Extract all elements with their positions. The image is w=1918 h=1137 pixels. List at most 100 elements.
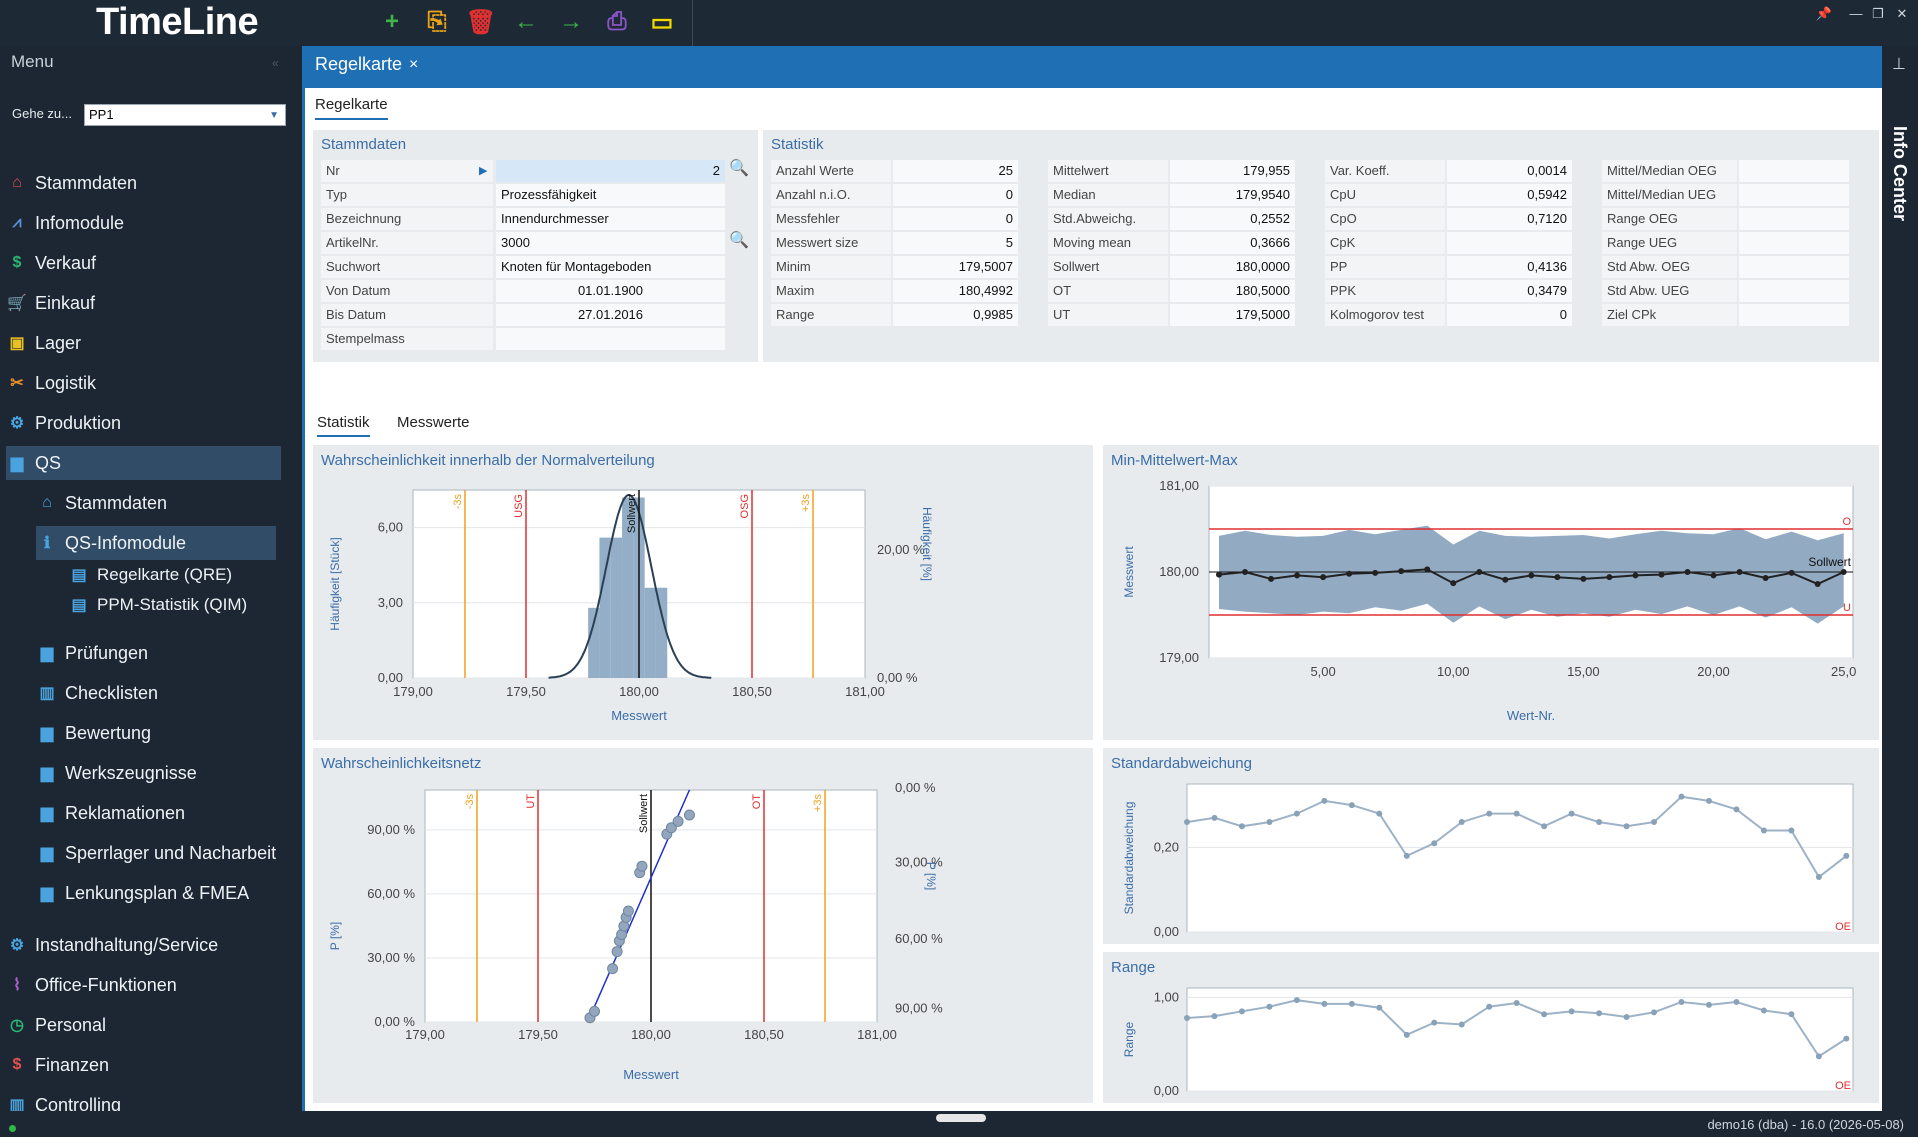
field-value[interactable]: 3000 <box>496 232 725 254</box>
std-dev-point <box>1238 823 1245 830</box>
field-label: Von Datum <box>321 280 493 302</box>
mean-point <box>1684 569 1691 575</box>
sidebar-item-logistik[interactable]: ✂ Logistik <box>6 366 281 400</box>
x-tick-label: 10,00 <box>1437 664 1470 679</box>
std-dev-point <box>1596 819 1603 826</box>
pin-window-icon[interactable]: 📌 <box>1815 6 1833 21</box>
std-dev-point <box>1678 793 1685 800</box>
add-icon[interactable]: + <box>384 8 399 35</box>
sidebar-qs-item-1[interactable]: ℹ QS-Infomodule <box>36 526 276 560</box>
print-icon[interactable]: ⎙ <box>607 8 627 35</box>
sidebar-more-item-0[interactable]: ⚙ Instandhaltung/Service <box>6 928 291 962</box>
sidebar-qs-more-item-0[interactable]: ▆ Prüfungen <box>36 636 296 670</box>
mean-point <box>1658 571 1665 578</box>
sidebar-qs-info-item-0[interactable]: ▤ Regelkarte (QRE) <box>68 560 278 590</box>
sidebar-item-lager[interactable]: ▣ Lager <box>6 326 281 360</box>
statistik-row: Range 0,9985 <box>771 304 1019 326</box>
sidebar: Menu « Gehe zu... PP1 ▼ ⌂ Stammdaten ⩘ Infom… <box>0 46 300 1115</box>
range-svg: 0,00 1,00 OE Range <box>1122 987 1854 1098</box>
range-point <box>1348 1000 1355 1007</box>
sidebar-item-stammdaten[interactable]: ⌂ Stammdaten <box>6 166 281 200</box>
probability-point <box>611 946 623 958</box>
statistik-row: Var. Koeff. 0,0014 <box>1325 160 1573 182</box>
range-point <box>1321 1000 1328 1007</box>
sidebar-more-item-4[interactable]: ▥ Controlling <box>6 1088 291 1122</box>
sidebar-qs-info-item-1[interactable]: ▤ PPM-Statistik (QIM) <box>68 590 278 620</box>
stat-value: 179,9540 <box>1170 184 1295 206</box>
back-icon[interactable]: ← <box>514 8 538 35</box>
field-value[interactable]: 01.01.1900 <box>496 280 725 302</box>
sidebar-qs-more-item-3[interactable]: ▆ Werkszeugnisse <box>36 756 296 790</box>
sidebar-item-einkauf[interactable]: 🛒 Einkauf <box>6 286 281 320</box>
probability-net-svg: -3s UT Sollwert OT +3s 179,00 179,50 180,00 180,… <box>328 780 943 1082</box>
statistik-row: Messfehler 0 <box>771 208 1019 230</box>
sidebar-qs-more-item-1[interactable]: ▥ Checklisten <box>36 676 296 710</box>
stat-label: Mittel/Median OEG <box>1602 160 1737 182</box>
field-value[interactable]: Innendurchmesser <box>496 208 725 230</box>
forward-icon[interactable]: → <box>559 8 583 35</box>
sidebar-item-qs[interactable]: ▆ QS <box>6 446 281 480</box>
sidebar-qs-more-item-5[interactable]: ▆ Sperrlager und Nacharbeit <box>36 836 296 870</box>
tab-regelkarte[interactable]: Regelkarte <box>315 54 403 74</box>
pin-icon[interactable]: ⊥ <box>1892 56 1906 73</box>
std-dev-point <box>1431 840 1438 847</box>
restore-icon[interactable]: ❐ <box>1872 6 1884 21</box>
sidebar-qs-more-item-2[interactable]: ▆ Bewertung <box>36 716 296 750</box>
stat-value: 179,955 <box>1170 160 1295 182</box>
minimize-icon[interactable]: — <box>1849 6 1863 21</box>
field-value[interactable] <box>496 328 725 350</box>
chevron-down-icon[interactable]: ▼ <box>269 110 279 121</box>
subtab-messwerte[interactable]: Messwerte <box>397 414 470 431</box>
sidebar-qs-item-0[interactable]: ⌂ Stammdaten <box>36 486 276 520</box>
delete-icon[interactable]: 🗑 <box>465 8 497 36</box>
toolbar-divider <box>692 0 693 46</box>
play-icon[interactable]: ▶ <box>479 165 488 177</box>
collapse-menu-icon[interactable]: « <box>272 56 279 70</box>
stat-label: Range <box>771 304 891 326</box>
stat-value: 0 <box>893 184 1018 206</box>
close-tab-icon[interactable]: × <box>409 56 419 73</box>
sidebar-qs-more-item-4[interactable]: ▆ Reklamationen <box>36 796 296 830</box>
y-axis-label: Standardabweichung <box>1122 802 1136 915</box>
copy-icon[interactable]: ⎘ <box>427 8 447 35</box>
battery-icon[interactable]: ▭ <box>650 8 674 36</box>
sidebar-more-item-1[interactable]: ⌇ Office-Funktionen <box>6 968 291 1002</box>
reference-line-label: USG <box>513 494 525 518</box>
field-label: Nr <box>321 160 493 182</box>
sidebar-item-produktion[interactable]: ⚙ Produktion <box>6 406 281 440</box>
house-gear-icon: ⌂ <box>42 494 52 511</box>
sidebar-item-infomodule[interactable]: ⩘ Infomodule <box>6 206 281 240</box>
info-center-toggle[interactable]: Info Center <box>1890 126 1910 222</box>
inner-tab-regelkarte[interactable]: Regelkarte <box>315 96 388 120</box>
clock-icon: ◷ <box>10 1017 24 1034</box>
field-value[interactable]: 27.01.2016 <box>496 304 725 326</box>
search-icon[interactable]: 🔍 <box>729 160 749 177</box>
field-value[interactable]: Prozessfähigkeit <box>496 184 725 206</box>
goto-select[interactable]: PP1 ▼ <box>84 104 286 126</box>
sidebar-item-verkauf[interactable]: $ Verkauf <box>6 246 281 280</box>
normal-curve <box>548 493 712 679</box>
stat-label: UT <box>1048 304 1168 326</box>
mean-point <box>1476 569 1483 575</box>
field-value[interactable]: 2 <box>496 160 725 182</box>
statistik-row: Sollwert 180,0000 <box>1048 256 1296 278</box>
range-title: Range <box>1111 959 1156 976</box>
sidebar-more-item-3[interactable]: $ Finanzen <box>6 1048 291 1082</box>
x-tick-label: 179,00 <box>405 1027 445 1042</box>
close-window-icon[interactable]: ✕ <box>1896 6 1908 21</box>
resize-handle[interactable] <box>936 1114 986 1122</box>
lower-limit-label: U <box>1843 602 1851 614</box>
histogram-title: Wahrscheinlichkeit innerhalb der Normalv… <box>321 452 655 469</box>
search-icon[interactable]: 🔍 <box>729 232 749 249</box>
field-value[interactable]: Knoten für Montageboden <box>496 256 725 278</box>
sidebar-more-item-2[interactable]: ◷ Personal <box>6 1008 291 1042</box>
stat-label: Anzahl Werte <box>771 160 891 182</box>
sidebar-item-label: Stammdaten <box>65 492 168 513</box>
y2-tick-label: 90,00 % <box>895 1001 943 1016</box>
subtab-statistik[interactable]: Statistik <box>317 414 370 437</box>
mean-point <box>1294 572 1301 579</box>
document-icon: ▤ <box>71 597 87 614</box>
x-tick-label: 179,50 <box>506 684 546 699</box>
y-tick-label: 3,00 <box>378 595 403 610</box>
sidebar-qs-more-item-6[interactable]: ▆ Lenkungsplan & FMEA <box>36 876 296 910</box>
